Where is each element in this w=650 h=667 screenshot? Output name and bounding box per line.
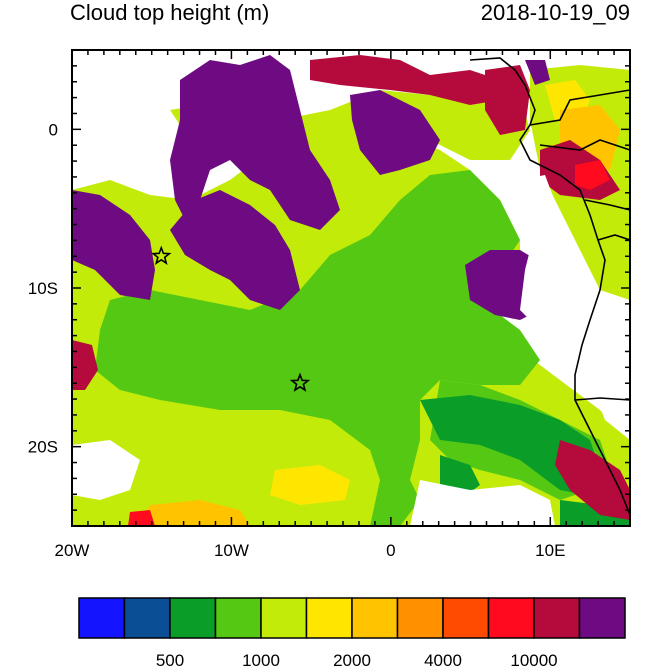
africa-coastline bbox=[469, 57, 630, 516]
colorbar-swatch bbox=[305, 597, 353, 639]
plot-title: Cloud top height (m) bbox=[70, 0, 270, 25]
star-marker-icon bbox=[151, 245, 172, 265]
cloud-region-purple-west bbox=[72, 190, 155, 300]
colorbar-swatch bbox=[487, 597, 535, 639]
cloud-region-crimson-southeast bbox=[555, 440, 630, 520]
cloud-field bbox=[72, 50, 630, 526]
country-border-1 bbox=[529, 89, 630, 126]
cloud-region-purple-northmid bbox=[350, 90, 440, 175]
colorbar-swatch bbox=[533, 597, 581, 639]
y-tick-label: 10S bbox=[28, 279, 58, 298]
x-tick-label: 10W bbox=[214, 541, 249, 560]
country-border-5 bbox=[574, 397, 630, 401]
cloud-region-green-main bbox=[95, 170, 540, 526]
star-marker-icon bbox=[289, 372, 311, 392]
clear-sky-inland bbox=[590, 320, 630, 440]
clear-sky-southeast bbox=[410, 480, 555, 526]
colorbar-swatch bbox=[214, 597, 262, 639]
cloud-region-red-south bbox=[128, 510, 155, 526]
cloud-region-purple-northeast bbox=[525, 60, 550, 85]
cloud-region-darkgreen-east bbox=[420, 395, 600, 495]
country-border-3 bbox=[584, 199, 630, 211]
colorbar-label: 500 bbox=[156, 651, 184, 667]
colorbar-label: 1000 bbox=[242, 651, 280, 667]
country-border-2 bbox=[539, 139, 630, 151]
colorbar-swatch bbox=[169, 597, 217, 639]
x-tick-label: 0 bbox=[386, 541, 395, 560]
plot-timestamp: 2018-10-19_09 bbox=[480, 0, 630, 25]
colorbar-swatch bbox=[351, 597, 399, 639]
x-tick-label: 20W bbox=[55, 541, 90, 560]
cloud-region-orange-south bbox=[140, 500, 250, 526]
cloud-region-crimson-west bbox=[72, 340, 98, 390]
colorbar-swatch bbox=[260, 597, 308, 639]
clear-sky-southwest bbox=[72, 440, 140, 500]
colorbar-label: 10000 bbox=[510, 651, 557, 667]
colorbar-swatch bbox=[396, 597, 444, 639]
x-tick-label: 10E bbox=[535, 541, 565, 560]
cloud-region-crimson-northeast bbox=[485, 65, 530, 135]
colorbar-label: 4000 bbox=[424, 651, 462, 667]
y-tick-label: 20S bbox=[28, 438, 58, 457]
cloud-region-crimson-north bbox=[310, 55, 500, 105]
cloud-region-red-coast bbox=[575, 160, 610, 190]
cloud-region-purple-northcentral bbox=[170, 55, 340, 230]
cloud-region-purple-central bbox=[170, 190, 300, 310]
colorbar-swatch bbox=[442, 597, 490, 639]
colorbar-label: 2000 bbox=[333, 651, 371, 667]
colorbar-swatch bbox=[578, 597, 626, 639]
colorbar-swatch bbox=[123, 597, 171, 639]
cloud-region-yellow-south bbox=[270, 465, 350, 505]
cloud-region-darkgreen-south bbox=[560, 500, 630, 526]
clear-sky-northwest bbox=[72, 50, 190, 150]
country-border-4 bbox=[597, 234, 630, 241]
map-markers bbox=[151, 245, 311, 392]
map-ticks: 20W 10W 0 10E 0 10S 20S bbox=[28, 49, 631, 560]
colorbar-swatch bbox=[78, 597, 126, 639]
colorbar: 500 1000 2000 4000 10000 bbox=[78, 597, 626, 667]
clear-sky-coast bbox=[520, 175, 600, 345]
y-tick-label: 0 bbox=[49, 120, 58, 139]
coastlines bbox=[469, 57, 630, 516]
